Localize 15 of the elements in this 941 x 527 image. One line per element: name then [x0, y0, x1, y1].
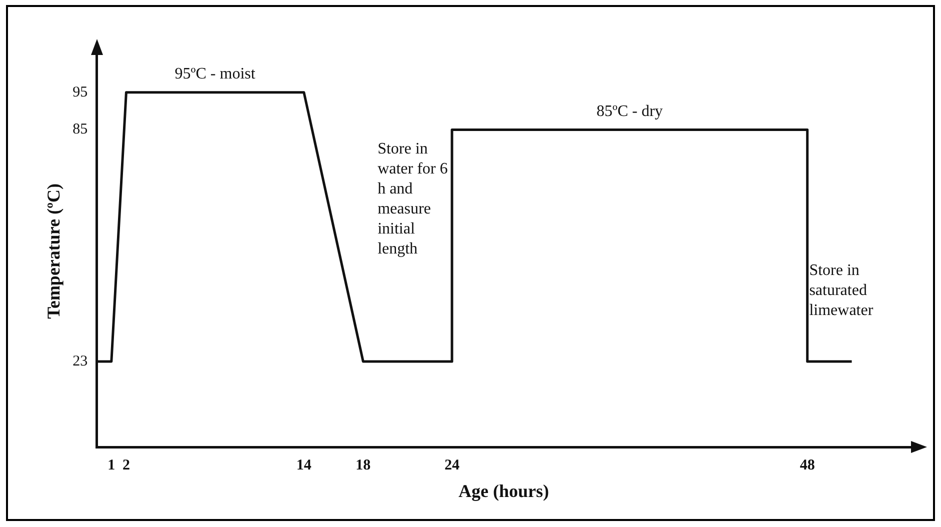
annotation: 95ºC - moist: [174, 66, 256, 83]
x-axis-title: Age (hours): [458, 480, 550, 501]
y-axis-title: Temperature (ºC): [43, 183, 64, 319]
annotation: Store in water for 6 h and measure initial length: [378, 140, 448, 258]
x-tick-label: 24: [444, 457, 460, 474]
x-tick-label: 2: [122, 457, 130, 474]
x-tick-label: 48: [800, 457, 815, 474]
annotation: Store in saturated limewater: [809, 262, 874, 320]
y-tick-label: 95: [72, 84, 88, 100]
x-tick-label: 14: [296, 457, 312, 474]
x-tick-label: 1: [108, 457, 116, 474]
y-tick-label: 85: [72, 122, 88, 138]
x-tick-label: 18: [356, 457, 371, 474]
y-tick-label: 23: [72, 353, 88, 370]
annotation: 85ºC - dry: [596, 102, 663, 120]
